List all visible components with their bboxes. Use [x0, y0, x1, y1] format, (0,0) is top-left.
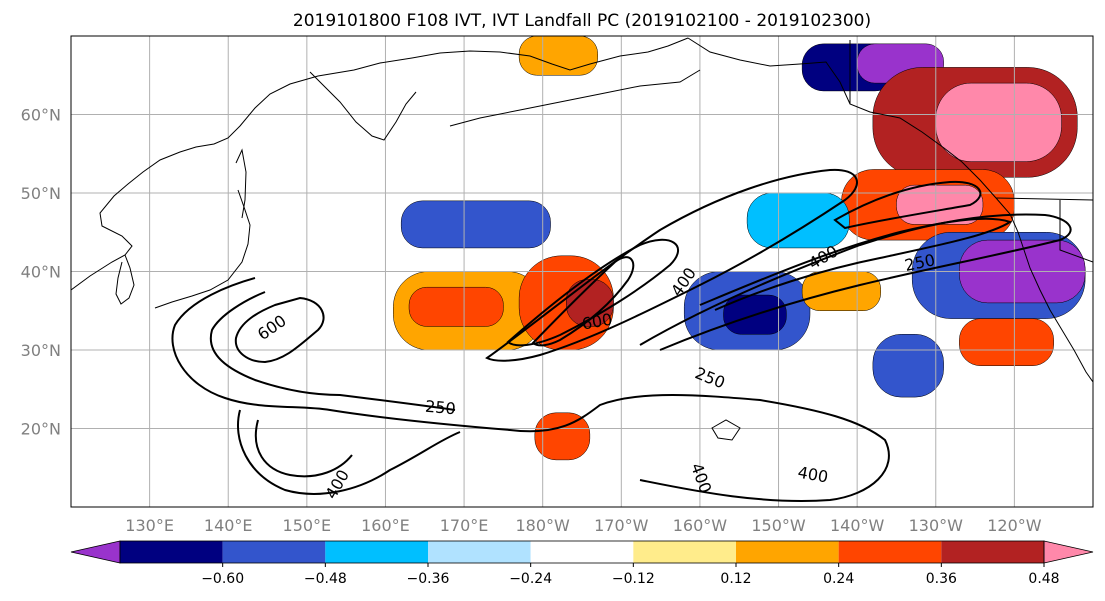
kamchatka-coastline: [309, 71, 417, 141]
colorbar-bin: [941, 541, 1044, 563]
colorbar-bin: [736, 541, 839, 563]
x-tick-labels: 130°E 140°E 150°E 160°E 170°E 180°W 170°W 160°W…: [125, 516, 1041, 535]
coastlines: [71, 37, 1093, 441]
pc-region-17: [872, 334, 944, 398]
asia-coastline: [71, 37, 689, 291]
ivt-contour-plume-400: [506, 238, 680, 347]
colorbar-tick-label: −0.12: [612, 571, 655, 587]
x-tick-label: 120°W: [987, 516, 1042, 535]
x-tick-label: 140°E: [204, 516, 253, 535]
ivt-contour-400-south: [254, 419, 353, 478]
colorbar-tick-label: 0.48: [1028, 571, 1059, 587]
map-frame: [70, 35, 1094, 508]
sakhalin-coastline: [235, 148, 247, 219]
x-tick-label: 150°W: [751, 516, 806, 535]
pc-region-8: [959, 318, 1054, 366]
x-tick-label: 160°W: [673, 516, 728, 535]
y-tick-label: 20°N: [21, 420, 61, 439]
contour-label-250-west: 250: [424, 397, 456, 419]
y-tick-label: 40°N: [21, 263, 61, 282]
colorbar-tick-label: −0.48: [304, 571, 347, 587]
colorbar-tick-label: −0.36: [407, 571, 450, 587]
colorbar-tick-label: 0.36: [926, 571, 957, 587]
y-tick-label: 50°N: [21, 184, 61, 203]
us-canada-border: [849, 40, 1093, 263]
colorbar-bin: [120, 541, 223, 563]
pc-region-11: [746, 192, 850, 249]
ivt-contour-east-250: [639, 213, 1072, 351]
colorbar: −0.60 −0.48 −0.36 −0.24 −0.12 0.12 0.24 0.36 0.4…: [70, 540, 1094, 587]
ivt-contour-400-west: [209, 291, 456, 411]
x-tick-label: 160°E: [361, 516, 410, 535]
colorbar-bin: [325, 541, 428, 563]
ivt-contour-gulf-400: [833, 180, 982, 230]
alaska-coastline: [687, 37, 1093, 383]
ivt-contours: [171, 168, 1072, 502]
pc-region-20: [518, 36, 598, 76]
x-tick-label: 180°W: [516, 516, 571, 535]
colorbar-bin: [530, 541, 634, 563]
pc-region-18: [801, 271, 881, 311]
japan-coastline: [154, 189, 251, 309]
x-tick-label: 130°W: [909, 516, 964, 535]
colorbar-extend-high: [1043, 540, 1094, 564]
pc-region-19: [534, 412, 591, 461]
ivt-contour-east-400: [699, 217, 1013, 311]
ivt-contour-600-west: [234, 296, 325, 364]
map-panel: 600 600 400 400 250 250 400 250 400 400: [71, 36, 1093, 507]
colorbar-bin: [633, 541, 736, 563]
hawaii-islands: [711, 419, 741, 441]
ivt-contour-250-west: [171, 277, 890, 502]
pc-region-14: [408, 286, 504, 327]
x-tick-label: 150°E: [283, 516, 332, 535]
colorbar-extend-low: [70, 540, 121, 564]
colorbar-outline: [119, 540, 1045, 564]
pc-region-3: [935, 82, 1062, 162]
colorbar-bin: [838, 541, 942, 563]
pc-region-12: [400, 200, 551, 249]
colorbar-tick-label: −0.24: [509, 571, 552, 587]
x-tick-label: 130°E: [125, 516, 174, 535]
colorbar-tick-label: −0.60: [201, 571, 244, 587]
y-tick-labels: 20°N 30°N 40°N 50°N 60°N: [21, 106, 61, 439]
colorbar-tick-label: 0.12: [720, 571, 751, 587]
gridlines: [71, 36, 1093, 507]
x-tick-label: 170°W: [594, 516, 649, 535]
ivt-contour-plume-600: [531, 256, 635, 347]
y-tick-label: 30°N: [21, 341, 61, 360]
chart-title: 2019101800 F108 IVT, IVT Landfall PC (20…: [293, 11, 871, 31]
colorbar-bin: [222, 541, 326, 563]
x-tick-label: 170°E: [440, 516, 489, 535]
ivt-contour-250-south: [236, 409, 461, 495]
x-tick-label: 140°W: [830, 516, 885, 535]
colorbar-tick-label: 0.24: [823, 571, 854, 587]
aleutian-islands: [449, 69, 701, 127]
korea-coastline: [115, 254, 135, 305]
y-tick-label: 60°N: [21, 106, 61, 125]
colorbar-bin: [428, 541, 531, 563]
